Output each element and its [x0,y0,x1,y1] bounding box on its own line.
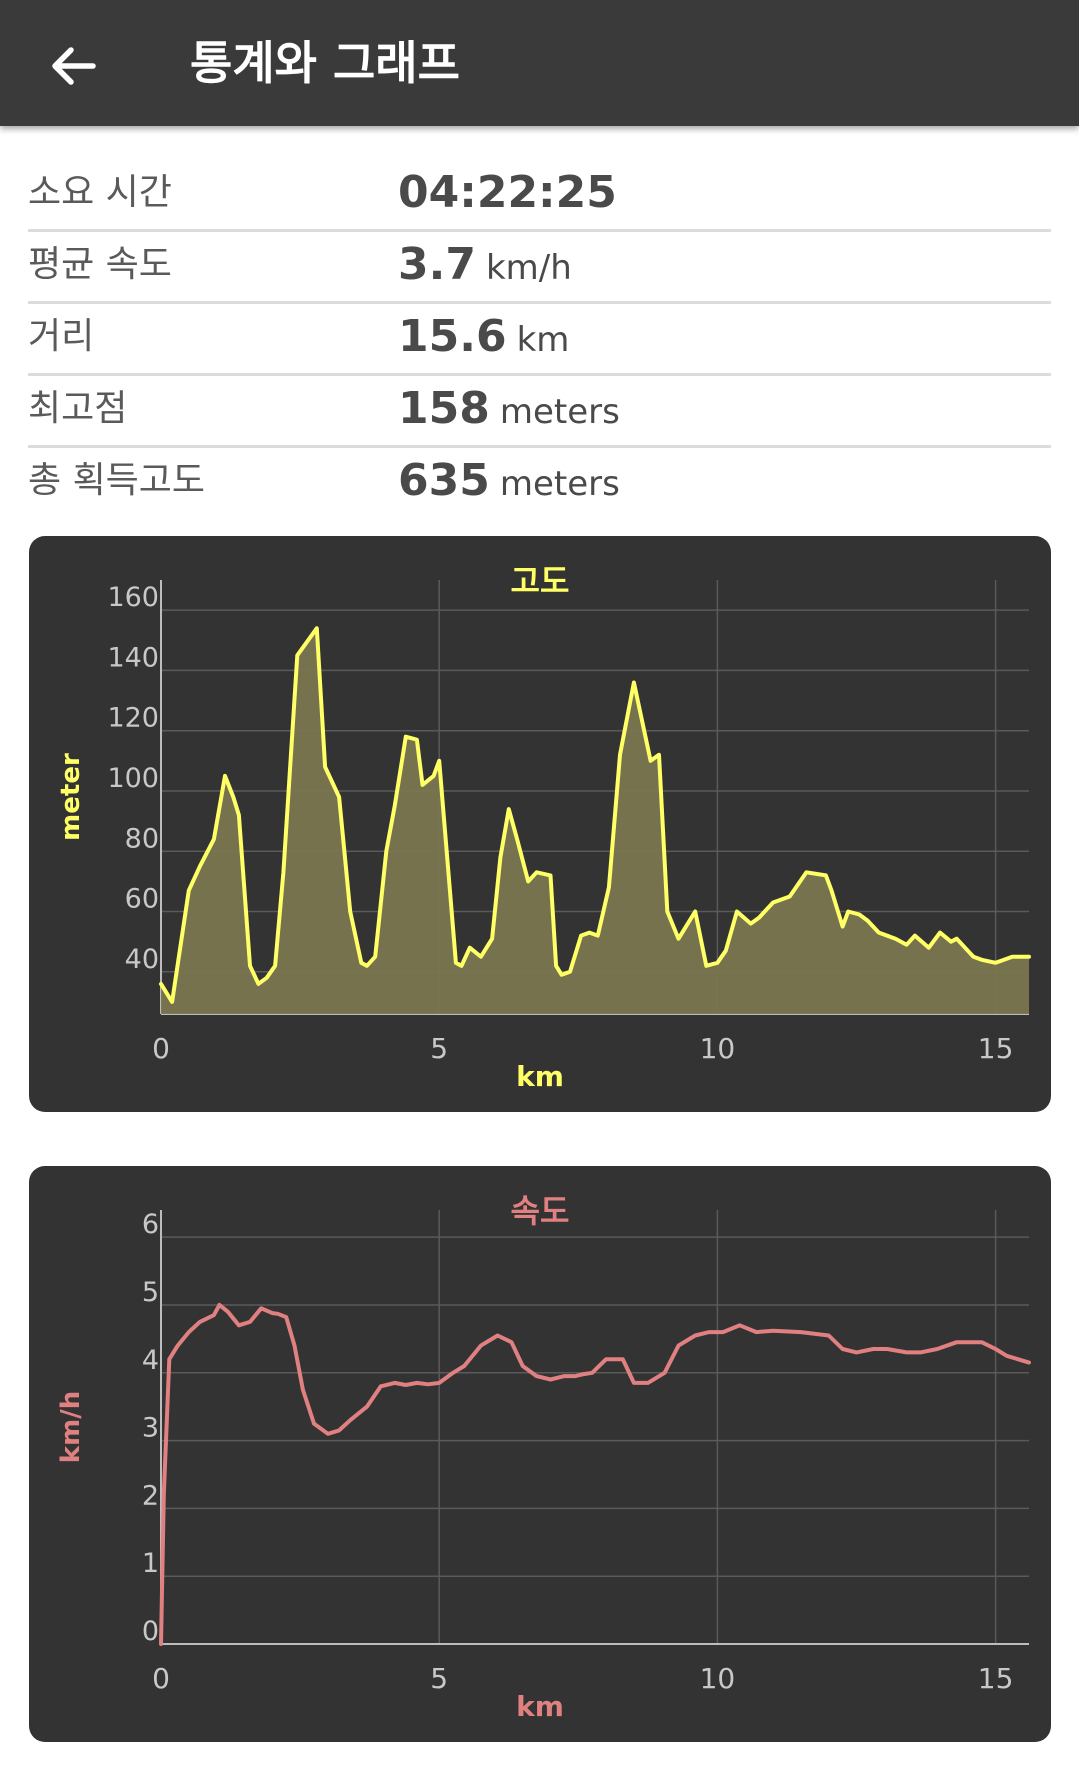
elevation-ytick-label: 40 [125,944,159,975]
stats-table: 소요 시간 04:22:25 평균 속도 3.7 km/h 거리 15.6 km 최… [28,160,1051,517]
stat-label: 거리 [28,316,95,357]
speed-xtick-label: 10 [700,1662,736,1695]
stat-unit: km [516,320,570,360]
stat-unit: meters [499,392,620,432]
stat-label: 평균 속도 [28,244,172,285]
stat-label: 총 획득고도 [28,460,206,501]
elevation-ylabel: meter [56,753,86,841]
stat-row-avg-speed: 평균 속도 3.7 km/h [28,232,1051,304]
elevation-xtick-label: 15 [978,1032,1014,1065]
elevation-chart: 40 60 80 100 120 140 160 0 5 10 15 고도 km meter [56,562,1031,1093]
stat-row-duration: 소요 시간 04:22:25 [28,160,1051,232]
speed-ylabel: km/h [56,1391,86,1463]
elevation-ytick-label: 80 [125,823,159,854]
elevation-xtick-label: 5 [430,1032,448,1065]
stat-unit: meters [499,464,620,504]
elevation-ytick-label: 120 [107,703,159,734]
stat-value: 15.6 km [398,310,569,373]
speed-xtick-label: 5 [430,1662,448,1695]
stat-value: 3.7 km/h [398,238,572,301]
back-button[interactable] [40,33,106,99]
arrow-left-icon [52,47,96,85]
speed-series-line [159,1302,1031,1646]
speed-xtick-label: 0 [152,1662,170,1695]
stat-number: 158 [398,383,490,434]
elevation-area [161,628,1029,1014]
stat-row-elevation-gain: 총 획득고도 635 meters [28,448,1051,517]
stat-row-max-elevation: 최고점 158 meters [28,376,1051,448]
app-bar: 통계와 그래프 [0,0,1079,126]
elevation-ytick-label: 100 [107,763,159,794]
stat-number: 15.6 [398,311,507,362]
speed-title: 속도 [511,1192,570,1230]
elevation-xtick-label: 10 [700,1032,736,1065]
stat-row-distance: 거리 15.6 km [28,304,1051,376]
stat-label: 최고점 [28,388,128,429]
speed-xlabel: km [516,1690,564,1723]
stat-value: 635 meters [398,454,620,517]
speed-chart-card: 0 1 2 3 4 5 6 0 5 10 15 속도 km km/h [29,1166,1051,1742]
speed-xtick-label: 15 [978,1662,1014,1695]
elevation-xtick-label: 0 [152,1032,170,1065]
elevation-title: 고도 [511,562,570,600]
elevation-ytick-label: 160 [107,582,159,613]
elevation-xlabel: km [516,1060,564,1093]
speed-ytick-label: 0 [142,1616,159,1647]
stat-number: 04:22:25 [398,167,617,218]
stat-value: 158 meters [398,382,620,445]
speed-ytick-label: 3 [142,1413,159,1444]
speed-ytick-label: 6 [142,1209,159,1240]
speed-ytick-label: 5 [142,1277,159,1308]
elevation-series-line [159,626,1031,1004]
stat-unit: km/h [485,248,572,288]
speed-chart: 0 1 2 3 4 5 6 0 5 10 15 속도 km km/h [56,1192,1031,1723]
stat-label: 소요 시간 [28,172,172,213]
stat-number: 3.7 [398,239,476,290]
speed-ytick-label: 1 [142,1548,159,1579]
page-title: 통계와 그래프 [190,36,460,90]
elevation-ytick-label: 60 [125,884,159,915]
elevation-chart-card: 40 60 80 100 120 140 160 0 5 10 15 고도 km meter [29,536,1051,1112]
stat-number: 635 [398,455,490,506]
speed-ytick-label: 2 [142,1480,159,1511]
stat-value: 04:22:25 [398,166,617,229]
elevation-ytick-label: 140 [107,642,159,673]
speed-ytick-label: 4 [142,1345,159,1376]
